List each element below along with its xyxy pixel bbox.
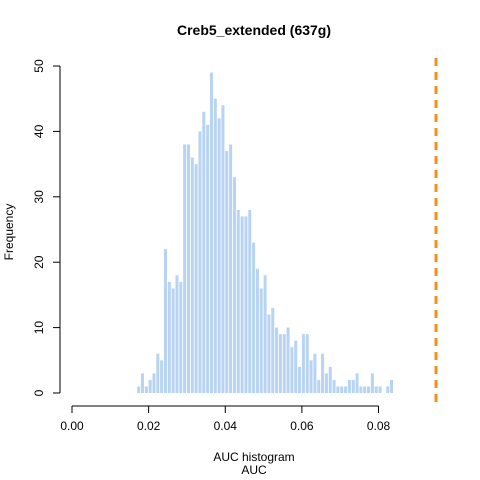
x-tick-label: 0.04 [214, 419, 238, 433]
histogram-bar [271, 307, 275, 393]
histogram-bar [167, 281, 171, 393]
histogram-bar [236, 209, 240, 393]
histogram-bar [144, 386, 148, 393]
histogram-bar [355, 373, 359, 393]
histogram-bar [244, 216, 248, 393]
histogram-bar [390, 379, 394, 393]
histogram-bar [298, 366, 302, 393]
histogram-bar [351, 379, 355, 393]
histogram-bar [263, 275, 267, 393]
histogram-bar [305, 334, 309, 393]
histogram-bar [344, 386, 348, 393]
x-tick-label: 0.00 [60, 419, 84, 433]
x-tick-label: 0.08 [367, 419, 391, 433]
histogram-bar [275, 327, 279, 393]
histogram-bar [171, 288, 175, 393]
histogram-bar [183, 144, 187, 393]
histogram-bar [156, 353, 160, 393]
histogram-bar [328, 366, 332, 393]
histogram-bar [282, 334, 286, 393]
histogram-bar [278, 334, 282, 393]
histogram-bar [309, 360, 313, 393]
x-axis-label: AUC histogram [213, 450, 294, 464]
y-tick-label: 50 [32, 59, 46, 73]
y-tick-label: 40 [32, 124, 46, 138]
histogram-bar [317, 379, 321, 393]
histogram-bar [313, 353, 317, 393]
histogram-bar [175, 275, 179, 393]
y-tick-label: 30 [32, 190, 46, 204]
histogram-bar [140, 373, 144, 393]
x-axis-label-secondary: AUC [241, 463, 267, 477]
histogram-bar [152, 373, 156, 393]
histogram-bar [294, 340, 298, 393]
chart-title: Creb5_extended (637g) [177, 22, 331, 38]
histogram-bar [267, 314, 271, 393]
y-axis: 0 10 20 30 40 50 [32, 59, 61, 396]
histogram-bar [202, 111, 206, 393]
histogram-bar [160, 360, 164, 393]
histogram-bar [206, 124, 210, 394]
histogram-bar [336, 386, 340, 393]
histogram-bar [332, 379, 336, 393]
histogram-bar [252, 242, 256, 393]
histogram-bar [359, 386, 363, 393]
histogram-bar [225, 151, 229, 393]
histogram-bar [255, 268, 259, 393]
histogram-bar [217, 118, 221, 393]
histogram-bar [163, 249, 167, 393]
histogram-bar [221, 105, 225, 394]
histogram-bar [301, 334, 305, 393]
x-axis: 0.00 0.02 0.04 0.06 0.08 [60, 405, 391, 433]
histogram-bar [190, 157, 194, 393]
histogram-bar [186, 144, 190, 393]
histogram-bar [194, 164, 198, 393]
y-tick-label: 10 [32, 321, 46, 335]
y-tick-label: 20 [32, 255, 46, 269]
histogram-bar [378, 386, 382, 393]
x-tick-label: 0.02 [137, 419, 161, 433]
x-tick-label: 0.06 [290, 419, 314, 433]
histogram-bar [137, 386, 141, 393]
histogram-bar [286, 327, 290, 393]
histogram-bar [370, 373, 374, 393]
y-axis-label: Frequency [2, 204, 16, 261]
histogram-bar [374, 386, 378, 393]
histogram-bar [198, 131, 202, 393]
histogram-bar [148, 379, 152, 393]
histogram-bar [340, 386, 344, 393]
histogram-bar [248, 209, 252, 393]
histogram-bar [386, 386, 390, 393]
y-tick-label: 0 [32, 389, 46, 396]
histogram-bar [347, 379, 351, 393]
histogram-bar [363, 386, 367, 393]
histogram-bar [209, 72, 213, 393]
histogram-bar [321, 353, 325, 393]
histogram-bar [179, 281, 183, 393]
histogram-bar [229, 144, 233, 393]
histogram-bar [324, 373, 328, 393]
histogram-bar [232, 177, 236, 393]
histogram-bars [137, 72, 394, 394]
histogram-bar [213, 98, 217, 393]
histogram-bar [240, 216, 244, 393]
histogram-bar [367, 386, 371, 393]
histogram-bar [290, 347, 294, 393]
histogram-bar [259, 288, 263, 393]
